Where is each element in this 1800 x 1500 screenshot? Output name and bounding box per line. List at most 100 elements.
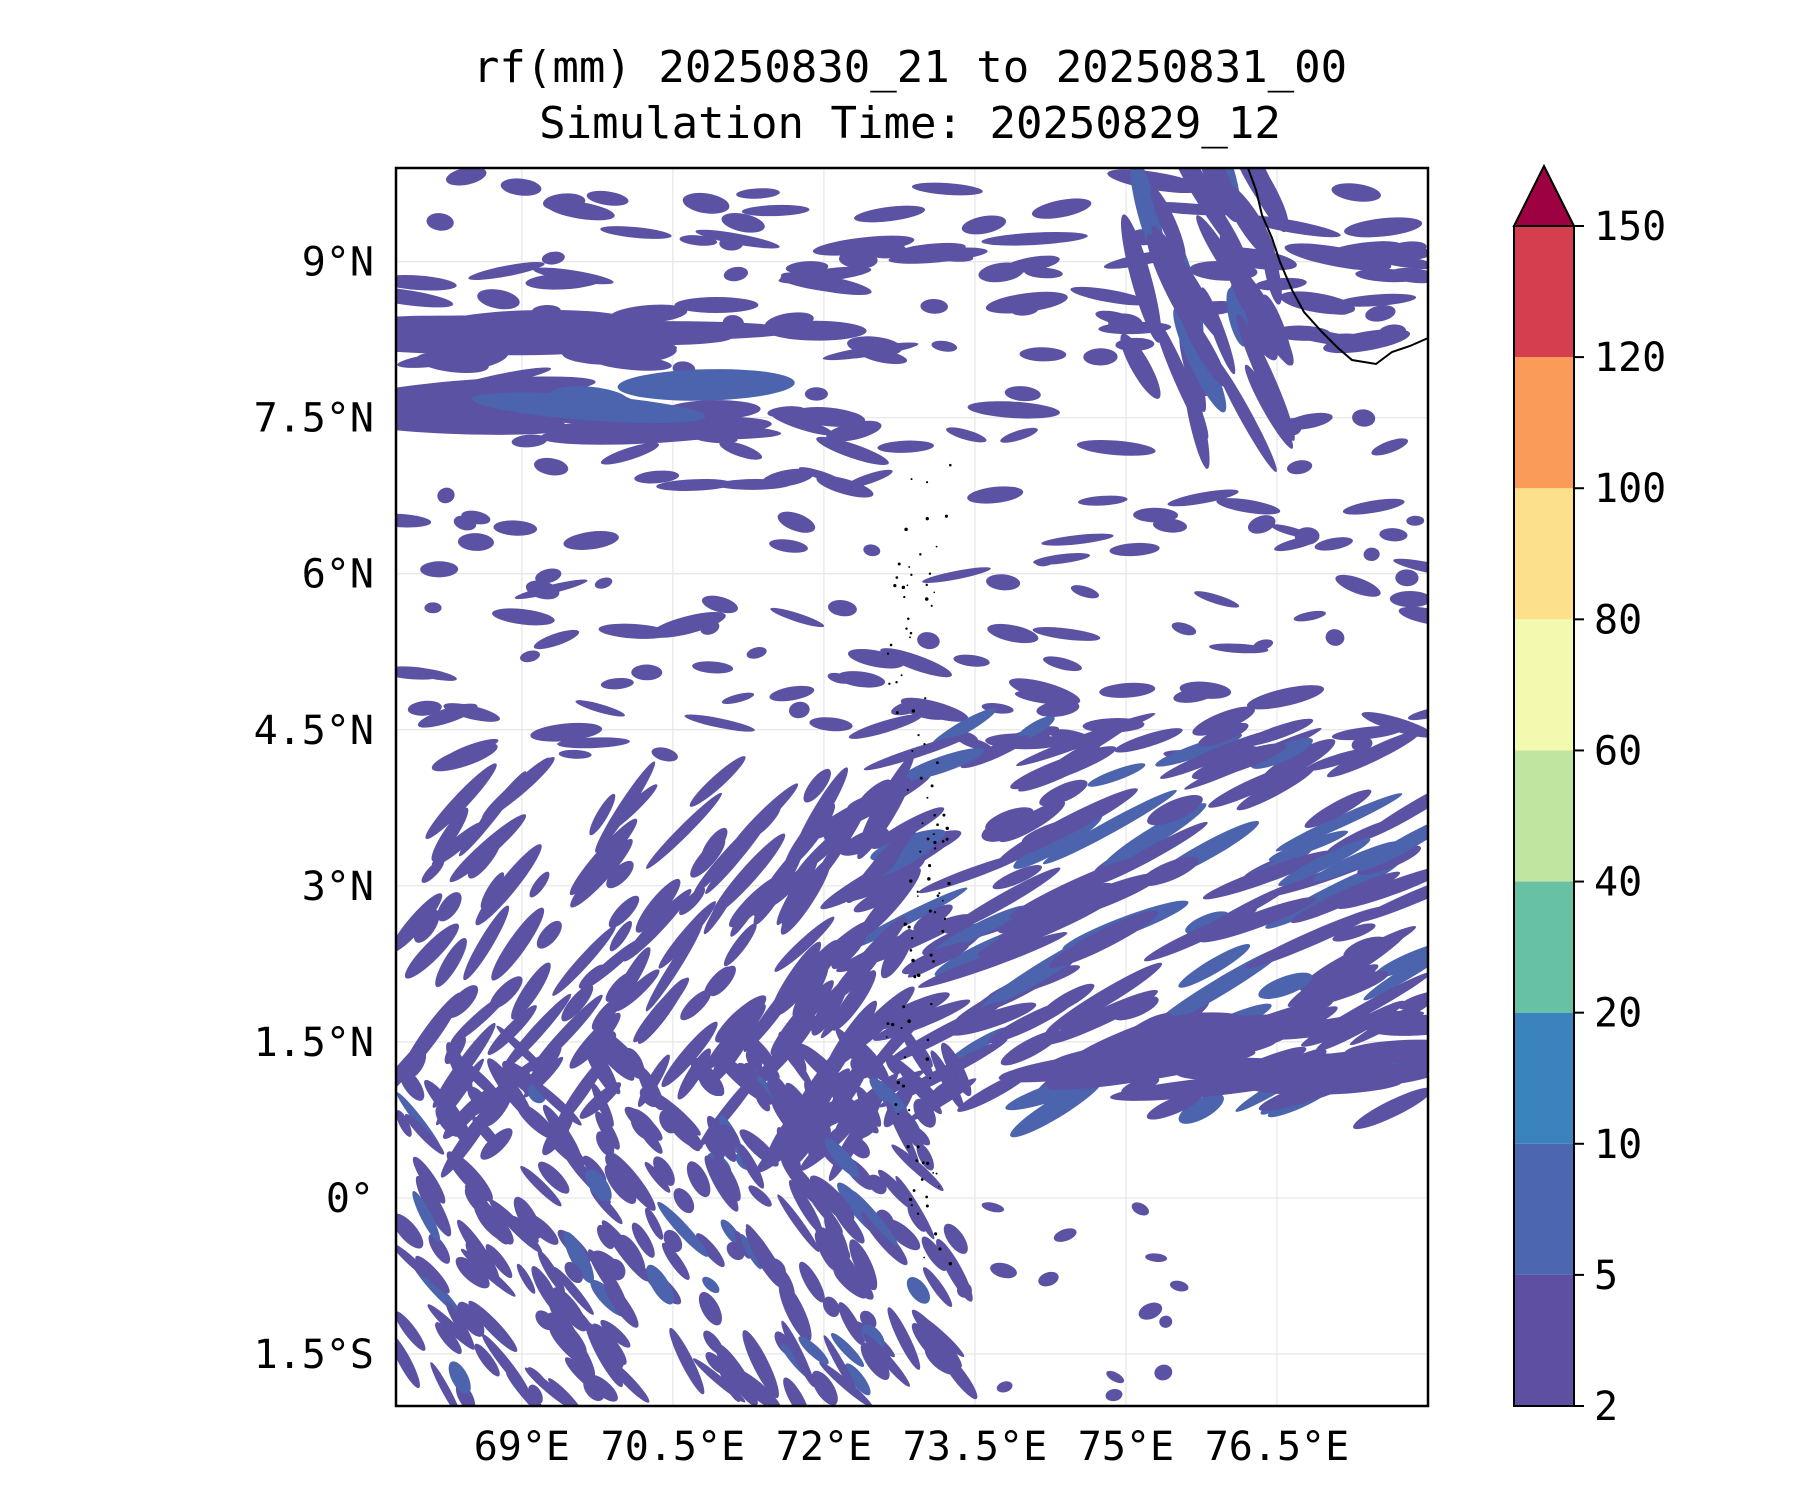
rain-cell <box>715 1054 773 1105</box>
rain-cell <box>854 205 926 223</box>
rain-cell <box>798 1336 829 1365</box>
island-dot <box>894 1103 898 1107</box>
rain-cell <box>857 776 911 860</box>
rain-cell <box>446 1151 493 1202</box>
island-dot <box>941 899 944 902</box>
rain-cell <box>431 821 485 867</box>
rain-cell <box>529 871 550 898</box>
colorbar-label: 40 <box>1594 860 1642 906</box>
island-dot <box>932 1172 935 1174</box>
rain-cell <box>836 671 886 688</box>
rain-cell <box>480 872 505 909</box>
rain-cell <box>1195 168 1240 223</box>
island-dot <box>933 911 937 914</box>
rain-cell <box>541 251 565 265</box>
rain-cell <box>546 200 615 221</box>
rain-cell <box>917 632 940 650</box>
island-dot <box>925 481 929 484</box>
rain-cell <box>586 190 629 206</box>
rain-cell <box>792 964 829 1018</box>
island-dot <box>933 847 937 850</box>
rain-cell <box>863 1333 911 1387</box>
rain-cell <box>415 1175 452 1237</box>
island-dot <box>891 1022 895 1027</box>
rain-cell <box>673 1188 695 1214</box>
rain-cell <box>916 1143 934 1171</box>
rain-cell <box>659 1109 678 1134</box>
rain-cell <box>702 1276 720 1294</box>
rain-cell <box>474 1343 500 1377</box>
rain-cell <box>1146 1092 1203 1120</box>
rain-cell <box>430 1362 462 1406</box>
island-dot <box>896 1080 900 1085</box>
rain-cell <box>1044 989 1158 1045</box>
rain-cell <box>415 1255 450 1294</box>
island-dot <box>910 573 913 576</box>
colorbar-segment <box>1514 226 1574 358</box>
rain-cell <box>482 1334 530 1394</box>
island-dot <box>885 1036 888 1038</box>
rain-cell <box>661 1021 718 1088</box>
rain-cell <box>1371 438 1409 456</box>
rain-cell <box>569 1012 621 1069</box>
rain-cell <box>785 261 829 274</box>
rain-cell <box>421 859 445 883</box>
rain-cell <box>920 299 948 314</box>
island-dot <box>941 929 945 933</box>
rain-cell <box>913 1098 936 1128</box>
rain-cell <box>918 852 1026 894</box>
lon-tick-label: 76.5°E <box>1205 1424 1350 1470</box>
rain-cell <box>516 1263 536 1294</box>
island-dot <box>925 516 929 521</box>
rain-cell <box>1173 307 1227 413</box>
rain-cell <box>854 779 892 815</box>
rain-cell <box>493 520 538 536</box>
rain-cell <box>1198 722 1249 747</box>
rain-cell <box>533 1269 557 1306</box>
rain-cell <box>918 932 1068 988</box>
rain-cell <box>500 178 542 196</box>
rain-cell <box>480 1201 510 1245</box>
island-dot <box>900 674 903 677</box>
lon-tick-label: 75°E <box>1078 1424 1174 1470</box>
rain-cell <box>1048 910 1159 968</box>
rain-cell <box>799 1261 825 1303</box>
rain-cell <box>1033 553 1090 565</box>
rain-cell <box>875 842 902 876</box>
rain-cell <box>821 1246 874 1300</box>
island-dot <box>943 917 947 920</box>
rain-cell <box>719 1124 740 1148</box>
rain-cell <box>698 1292 722 1326</box>
rain-cell <box>552 925 616 996</box>
rain-cell <box>1019 347 1067 362</box>
island-dot <box>926 1161 930 1165</box>
rain-cell <box>1160 729 1276 779</box>
rain-cell <box>1041 533 1114 546</box>
rain-cell <box>1109 542 1160 557</box>
rain-cell <box>472 1116 502 1151</box>
rain-cell <box>396 315 582 333</box>
rain-cell <box>1335 574 1381 597</box>
rain-cell <box>609 304 688 324</box>
lon-tick-label: 69°E <box>474 1424 570 1470</box>
rain-cell <box>427 1304 475 1350</box>
rain-cell <box>563 1231 594 1284</box>
lat-tick-label: 3°N <box>302 864 374 910</box>
rain-cell <box>631 1222 655 1258</box>
rain-cell <box>1035 692 1053 703</box>
rain-cell <box>594 577 613 589</box>
rain-cell <box>537 1250 565 1294</box>
lon-tick-label: 73.5°E <box>903 1424 1048 1470</box>
rain-cell <box>612 947 651 1008</box>
rain-cell <box>846 469 893 488</box>
rain-cell <box>463 905 510 981</box>
rain-cell <box>898 1021 936 1083</box>
rain-cell <box>413 909 440 943</box>
rain-cell <box>1246 685 1324 710</box>
rain-cell <box>591 1082 614 1127</box>
rain-cell <box>689 756 746 807</box>
rain-cell <box>548 1378 583 1406</box>
rain-cell <box>448 1361 471 1395</box>
rain-cell <box>585 1045 612 1092</box>
